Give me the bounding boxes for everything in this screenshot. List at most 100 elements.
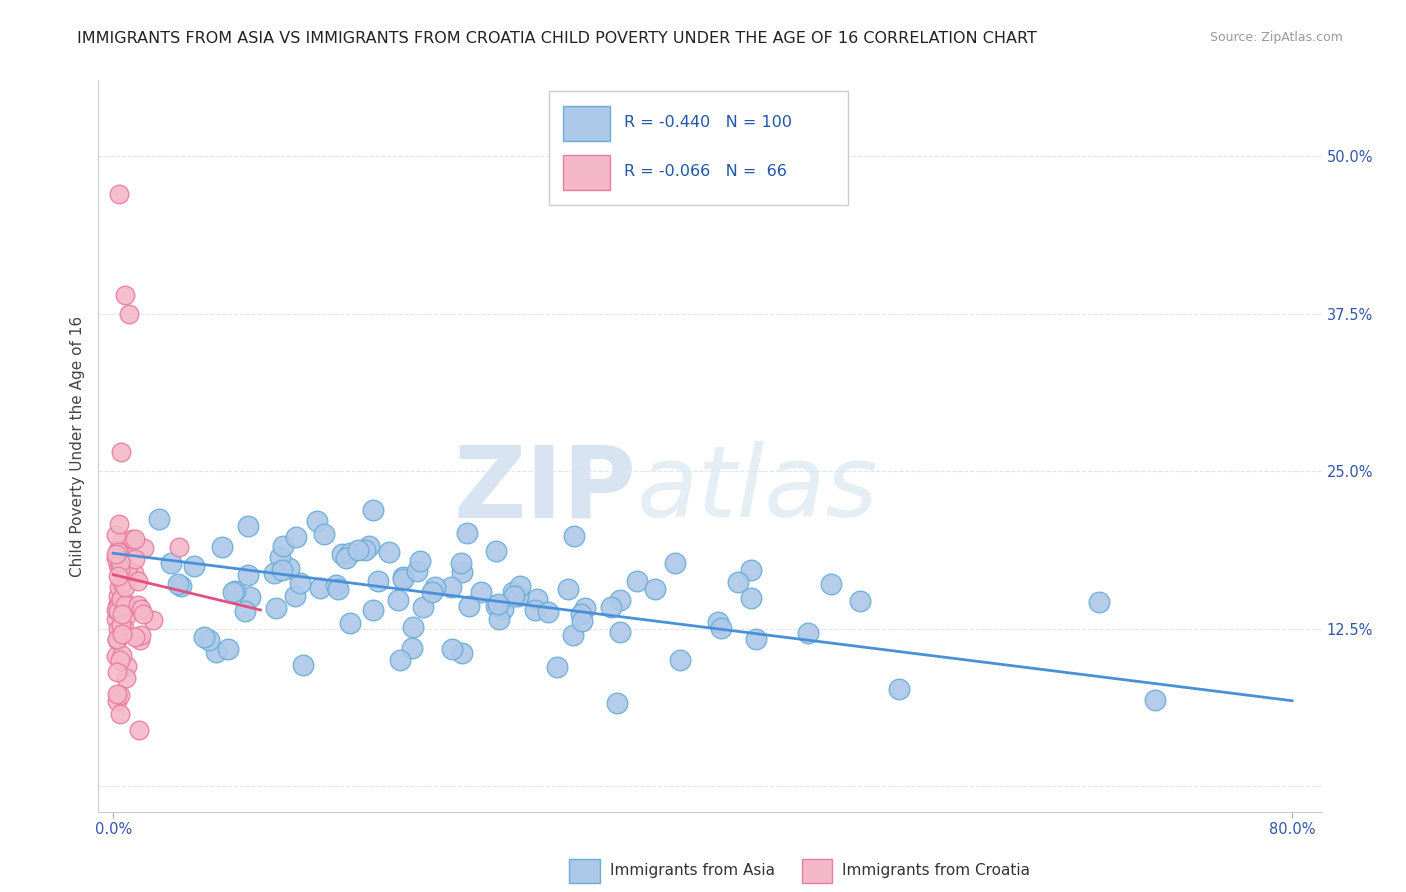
Point xyxy=(114,595,136,609)
Point xyxy=(391,570,413,584)
Point xyxy=(183,558,205,573)
Point xyxy=(108,580,131,594)
Point xyxy=(470,585,492,599)
Point xyxy=(664,557,686,571)
Text: R = -0.440   N = 100: R = -0.440 N = 100 xyxy=(624,115,793,130)
Point xyxy=(1087,595,1109,609)
Point xyxy=(107,604,129,618)
Point xyxy=(114,603,136,617)
Point xyxy=(450,556,472,570)
Point xyxy=(264,600,287,615)
Point xyxy=(440,642,463,657)
Point xyxy=(291,657,314,672)
Point xyxy=(112,621,135,635)
Point xyxy=(118,307,141,321)
Point xyxy=(193,631,215,645)
Point xyxy=(105,547,128,561)
Point xyxy=(221,585,243,599)
Point xyxy=(107,589,129,603)
Point xyxy=(110,563,132,577)
Point xyxy=(167,541,190,555)
Point xyxy=(406,564,429,578)
Point xyxy=(450,646,472,660)
Point xyxy=(211,540,233,554)
Point xyxy=(451,566,474,580)
Point xyxy=(108,688,131,702)
Point xyxy=(571,615,593,629)
Point xyxy=(107,545,129,559)
Point xyxy=(107,569,129,583)
Point xyxy=(112,573,135,587)
Point xyxy=(367,574,389,588)
Bar xyxy=(564,106,610,141)
Point xyxy=(408,554,430,568)
Point xyxy=(105,599,128,614)
Point xyxy=(710,621,733,635)
Point xyxy=(169,579,191,593)
Point xyxy=(509,579,531,593)
Point xyxy=(339,546,361,560)
Point xyxy=(115,659,138,673)
Point xyxy=(270,562,292,576)
Point xyxy=(112,558,135,573)
Point xyxy=(111,648,134,663)
Point xyxy=(335,550,357,565)
Point xyxy=(111,557,134,571)
Point xyxy=(600,599,623,614)
Point xyxy=(112,624,135,638)
Point xyxy=(105,528,128,542)
Point xyxy=(129,632,152,647)
Point xyxy=(269,550,291,565)
Point xyxy=(889,681,911,696)
Point xyxy=(486,597,509,611)
Point xyxy=(727,574,749,589)
Bar xyxy=(801,859,832,883)
Point xyxy=(166,577,188,591)
Point xyxy=(127,574,149,589)
Point xyxy=(328,582,350,597)
Point xyxy=(285,530,308,544)
Point xyxy=(111,607,134,622)
Point xyxy=(233,604,256,618)
Point xyxy=(401,641,423,656)
Point xyxy=(422,584,444,599)
Point xyxy=(564,529,586,543)
Point xyxy=(142,613,165,627)
Point xyxy=(440,580,463,594)
Point xyxy=(129,628,152,642)
Point xyxy=(797,626,820,640)
Point xyxy=(524,603,547,617)
Point xyxy=(456,526,478,541)
Point xyxy=(110,618,132,632)
Point xyxy=(330,547,353,561)
Point xyxy=(503,590,526,604)
Point xyxy=(111,574,134,589)
Point xyxy=(707,615,730,629)
Point xyxy=(308,581,330,595)
Point xyxy=(546,660,568,674)
Point xyxy=(239,590,262,604)
Point xyxy=(278,560,301,574)
Point xyxy=(110,445,132,459)
Point xyxy=(561,628,583,642)
Text: Immigrants from Asia: Immigrants from Asia xyxy=(610,863,775,879)
Text: IMMIGRANTS FROM ASIA VS IMMIGRANTS FROM CROATIA CHILD POVERTY UNDER THE AGE OF 1: IMMIGRANTS FROM ASIA VS IMMIGRANTS FROM … xyxy=(77,31,1038,46)
Point xyxy=(820,577,842,591)
Point xyxy=(105,648,128,663)
Text: Immigrants from Croatia: Immigrants from Croatia xyxy=(842,863,1031,879)
Point xyxy=(129,602,152,616)
Point xyxy=(105,612,128,626)
Point xyxy=(105,665,128,679)
Point xyxy=(339,615,361,630)
Point xyxy=(114,580,136,594)
Point xyxy=(134,541,156,555)
Point xyxy=(357,539,380,553)
Point xyxy=(127,598,149,612)
Point xyxy=(363,503,385,517)
Point xyxy=(236,519,259,533)
Point xyxy=(224,583,246,598)
Point xyxy=(107,597,129,611)
Point xyxy=(574,601,596,615)
Point xyxy=(124,532,146,546)
Point xyxy=(378,545,401,559)
